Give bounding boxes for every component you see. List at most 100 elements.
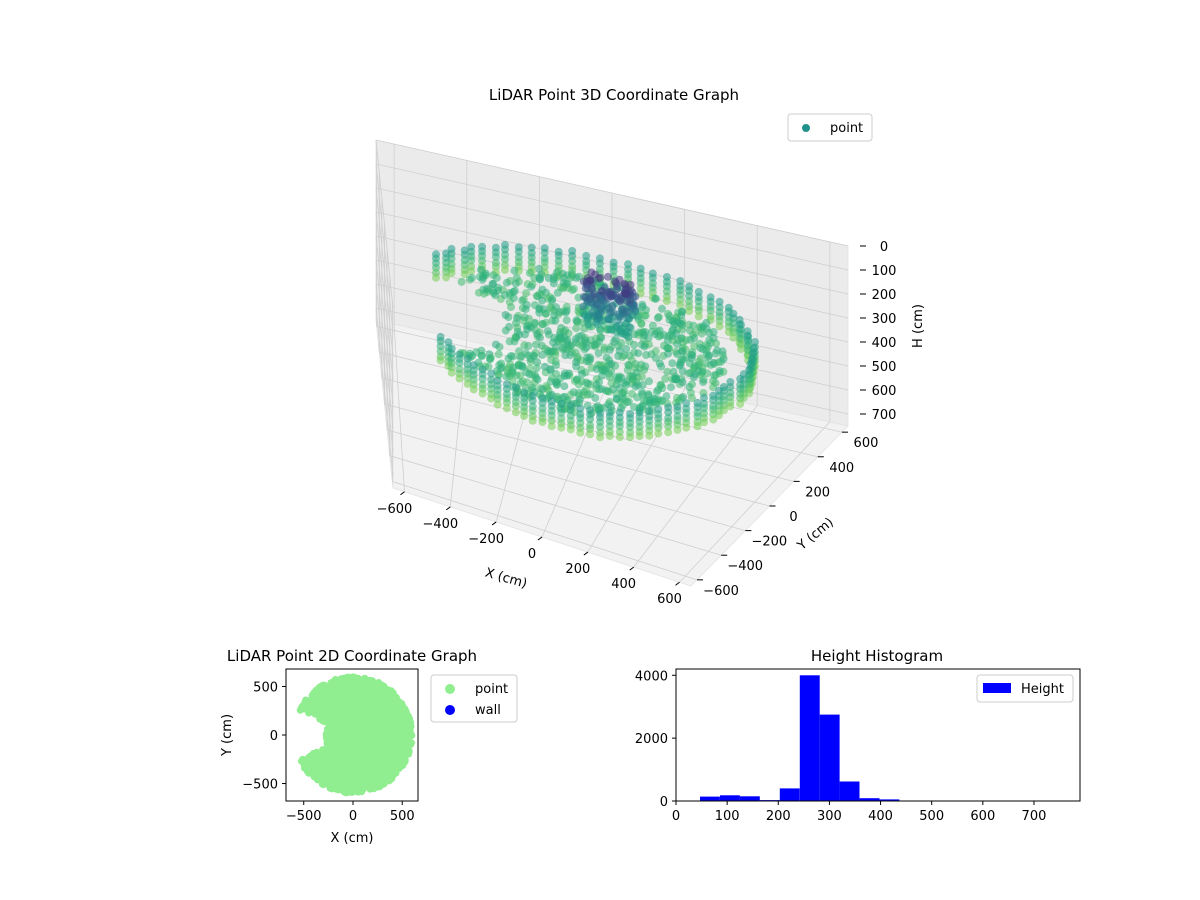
point-3d (541, 309, 550, 318)
point-2d (318, 683, 326, 691)
point-3d (596, 422, 605, 431)
point-3d (715, 322, 724, 331)
tick-label-z: 700 (872, 408, 897, 423)
point-2d (391, 714, 399, 722)
point-2d (354, 714, 362, 722)
point-2d (393, 764, 401, 772)
tick-label-x: −400 (422, 517, 458, 532)
point-3d (694, 297, 703, 306)
histogram-bar (859, 798, 880, 801)
chart-hist-legend-box (976, 674, 1074, 703)
point-2d (317, 699, 325, 707)
point-3d (610, 337, 619, 346)
point-2d (374, 695, 382, 703)
histogram-bar (779, 788, 800, 801)
point-3d (700, 393, 708, 402)
point-2d (347, 696, 355, 704)
point-3d (478, 374, 487, 383)
point-2d (326, 760, 334, 768)
point-2d (328, 689, 336, 697)
point-3d (553, 288, 562, 297)
point-3d (511, 383, 520, 392)
point-3d (700, 418, 708, 427)
point-3d (602, 291, 611, 300)
tick-label-x: 300 (817, 809, 842, 824)
point-3d (715, 297, 724, 306)
point-3d (582, 357, 591, 366)
point-3d (615, 374, 623, 383)
point-3d (493, 400, 502, 409)
chart-hist-title: Height Histogram (811, 647, 943, 665)
chart-3d-title: LiDAR Point 3D Coordinate Graph (489, 86, 739, 104)
point-3d (694, 312, 703, 321)
point-3d (682, 423, 691, 432)
point-3d (500, 291, 509, 300)
point-2d (385, 719, 393, 727)
point-2d (368, 714, 376, 722)
point-3d (658, 304, 666, 313)
point-3d (597, 385, 606, 393)
point-2d (314, 709, 321, 717)
point-3d (543, 327, 552, 336)
tick-mark-x (400, 491, 405, 496)
point-2d (344, 738, 352, 746)
point-3d (487, 369, 496, 378)
point-3d (697, 329, 706, 338)
grid-line-z-left (375, 139, 394, 309)
point-3d (460, 270, 469, 279)
point-3d (651, 330, 660, 339)
point-3d (659, 331, 668, 339)
point-2d (374, 776, 382, 784)
point-2d (329, 742, 337, 750)
point-2d (337, 736, 345, 743)
tick-mark-x (491, 521, 497, 526)
point-3d (620, 279, 629, 288)
point-2d (405, 750, 413, 758)
tick-label-x: 500 (919, 809, 944, 824)
point-2d (319, 781, 327, 789)
point-2d (320, 773, 328, 781)
point-2d (311, 699, 318, 707)
point-3d (561, 326, 570, 335)
point-2d (308, 692, 316, 699)
chart-3d-legend-label: point (830, 121, 863, 136)
point-2d (359, 681, 367, 689)
point-3d (572, 362, 581, 371)
point-3d (706, 306, 715, 315)
point-3d (501, 265, 509, 274)
point-2d (328, 703, 336, 711)
point-3d (608, 385, 617, 394)
point-2d (298, 702, 306, 710)
point-2d (387, 744, 395, 752)
point-3d (552, 380, 561, 389)
point-3d (654, 429, 663, 438)
point-3d (532, 364, 541, 372)
point-3d (533, 375, 542, 384)
point-3d (719, 354, 728, 363)
chart-3d-z-ticks: 0 100 200 300 400 500 600 700 (860, 240, 896, 423)
point-3d (667, 383, 675, 392)
point-3d (677, 311, 686, 320)
point-2d (335, 714, 343, 722)
tick-label-z: 100 (872, 264, 897, 279)
chart-3d-z-label: H (cm) (911, 304, 926, 348)
point-2d (348, 788, 356, 796)
point-3d (547, 347, 556, 356)
point-2d (349, 732, 357, 739)
tick-label-x: 200 (766, 809, 791, 824)
point-3d (685, 307, 694, 316)
histogram-bar (819, 714, 840, 801)
point-2d (360, 687, 368, 695)
tick-label-y: 200 (805, 485, 830, 500)
point-3d (572, 316, 581, 325)
point-3d (596, 433, 605, 442)
point-3d (696, 344, 705, 352)
point-3d (672, 375, 681, 384)
point-3d (604, 272, 612, 281)
point-3d (527, 282, 536, 291)
point-3d (512, 319, 520, 328)
tick-mark-x (675, 581, 680, 586)
point-3d (487, 394, 496, 403)
point-3d (582, 251, 591, 260)
point-2d (368, 782, 376, 790)
